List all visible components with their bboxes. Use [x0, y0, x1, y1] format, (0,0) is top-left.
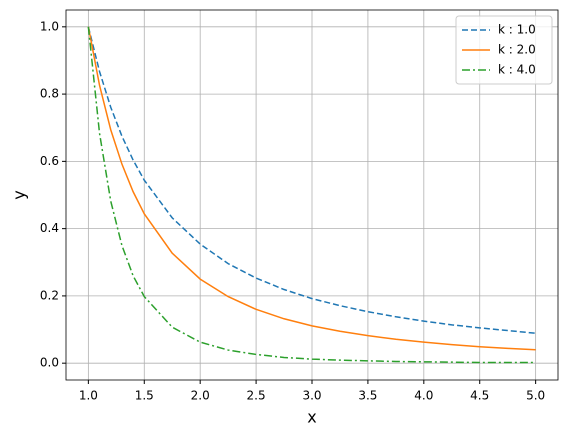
line — [87, 26, 536, 334]
x-tick-label: 5.0 — [526, 389, 545, 403]
y-tick-label: 0.6 — [40, 154, 59, 168]
y-tick-label: 0.0 — [40, 356, 59, 370]
legend-box — [455, 15, 553, 85]
y-tick-label: 1.0 — [40, 19, 59, 33]
x-tick-label: 4.5 — [470, 389, 489, 403]
x-tick-label: 2.0 — [191, 389, 210, 403]
y-tick-label: 0.2 — [40, 288, 59, 302]
x-tick-label: 1.0 — [79, 389, 98, 403]
legend-label: k : 4.0 — [498, 63, 536, 77]
x-axis-label: x — [307, 408, 316, 427]
y-tick-label: 0.4 — [40, 221, 59, 235]
y-axis-label: y — [10, 190, 29, 199]
legend-label: k : 1.0 — [498, 23, 536, 37]
y-tick-label: 0.8 — [40, 87, 59, 101]
x-tick-label: 2.5 — [247, 389, 266, 403]
legend-label: k : 2.0 — [498, 43, 536, 57]
x-tick-label: 1.5 — [135, 389, 154, 403]
x-tick-label: 3.5 — [358, 389, 377, 403]
legend: k : 1.0 k : 2.0 k : 4.0 — [455, 15, 553, 85]
line — [87, 26, 536, 351]
plot-frame — [65, 9, 559, 381]
x-tick-label: 3.0 — [302, 389, 321, 403]
x-tick-label: 4.0 — [414, 389, 433, 403]
line — [87, 26, 536, 364]
